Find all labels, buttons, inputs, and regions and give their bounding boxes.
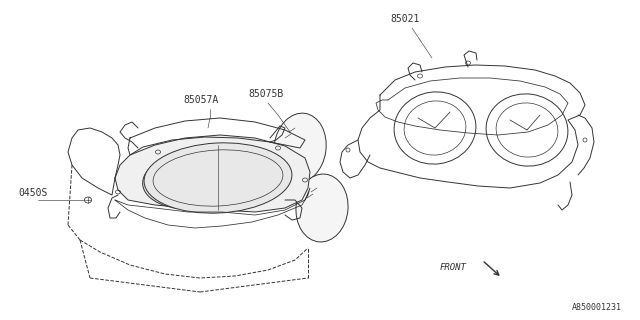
Text: 0450S: 0450S [18, 188, 47, 198]
Text: 85057A: 85057A [183, 95, 218, 105]
Polygon shape [115, 135, 310, 212]
Text: FRONT: FRONT [440, 263, 467, 273]
Text: 85075B: 85075B [248, 89, 284, 99]
Ellipse shape [296, 174, 348, 242]
Ellipse shape [144, 143, 292, 213]
Ellipse shape [143, 151, 248, 209]
Text: 85021: 85021 [390, 14, 419, 24]
Ellipse shape [274, 113, 326, 183]
Text: A850001231: A850001231 [572, 303, 622, 312]
